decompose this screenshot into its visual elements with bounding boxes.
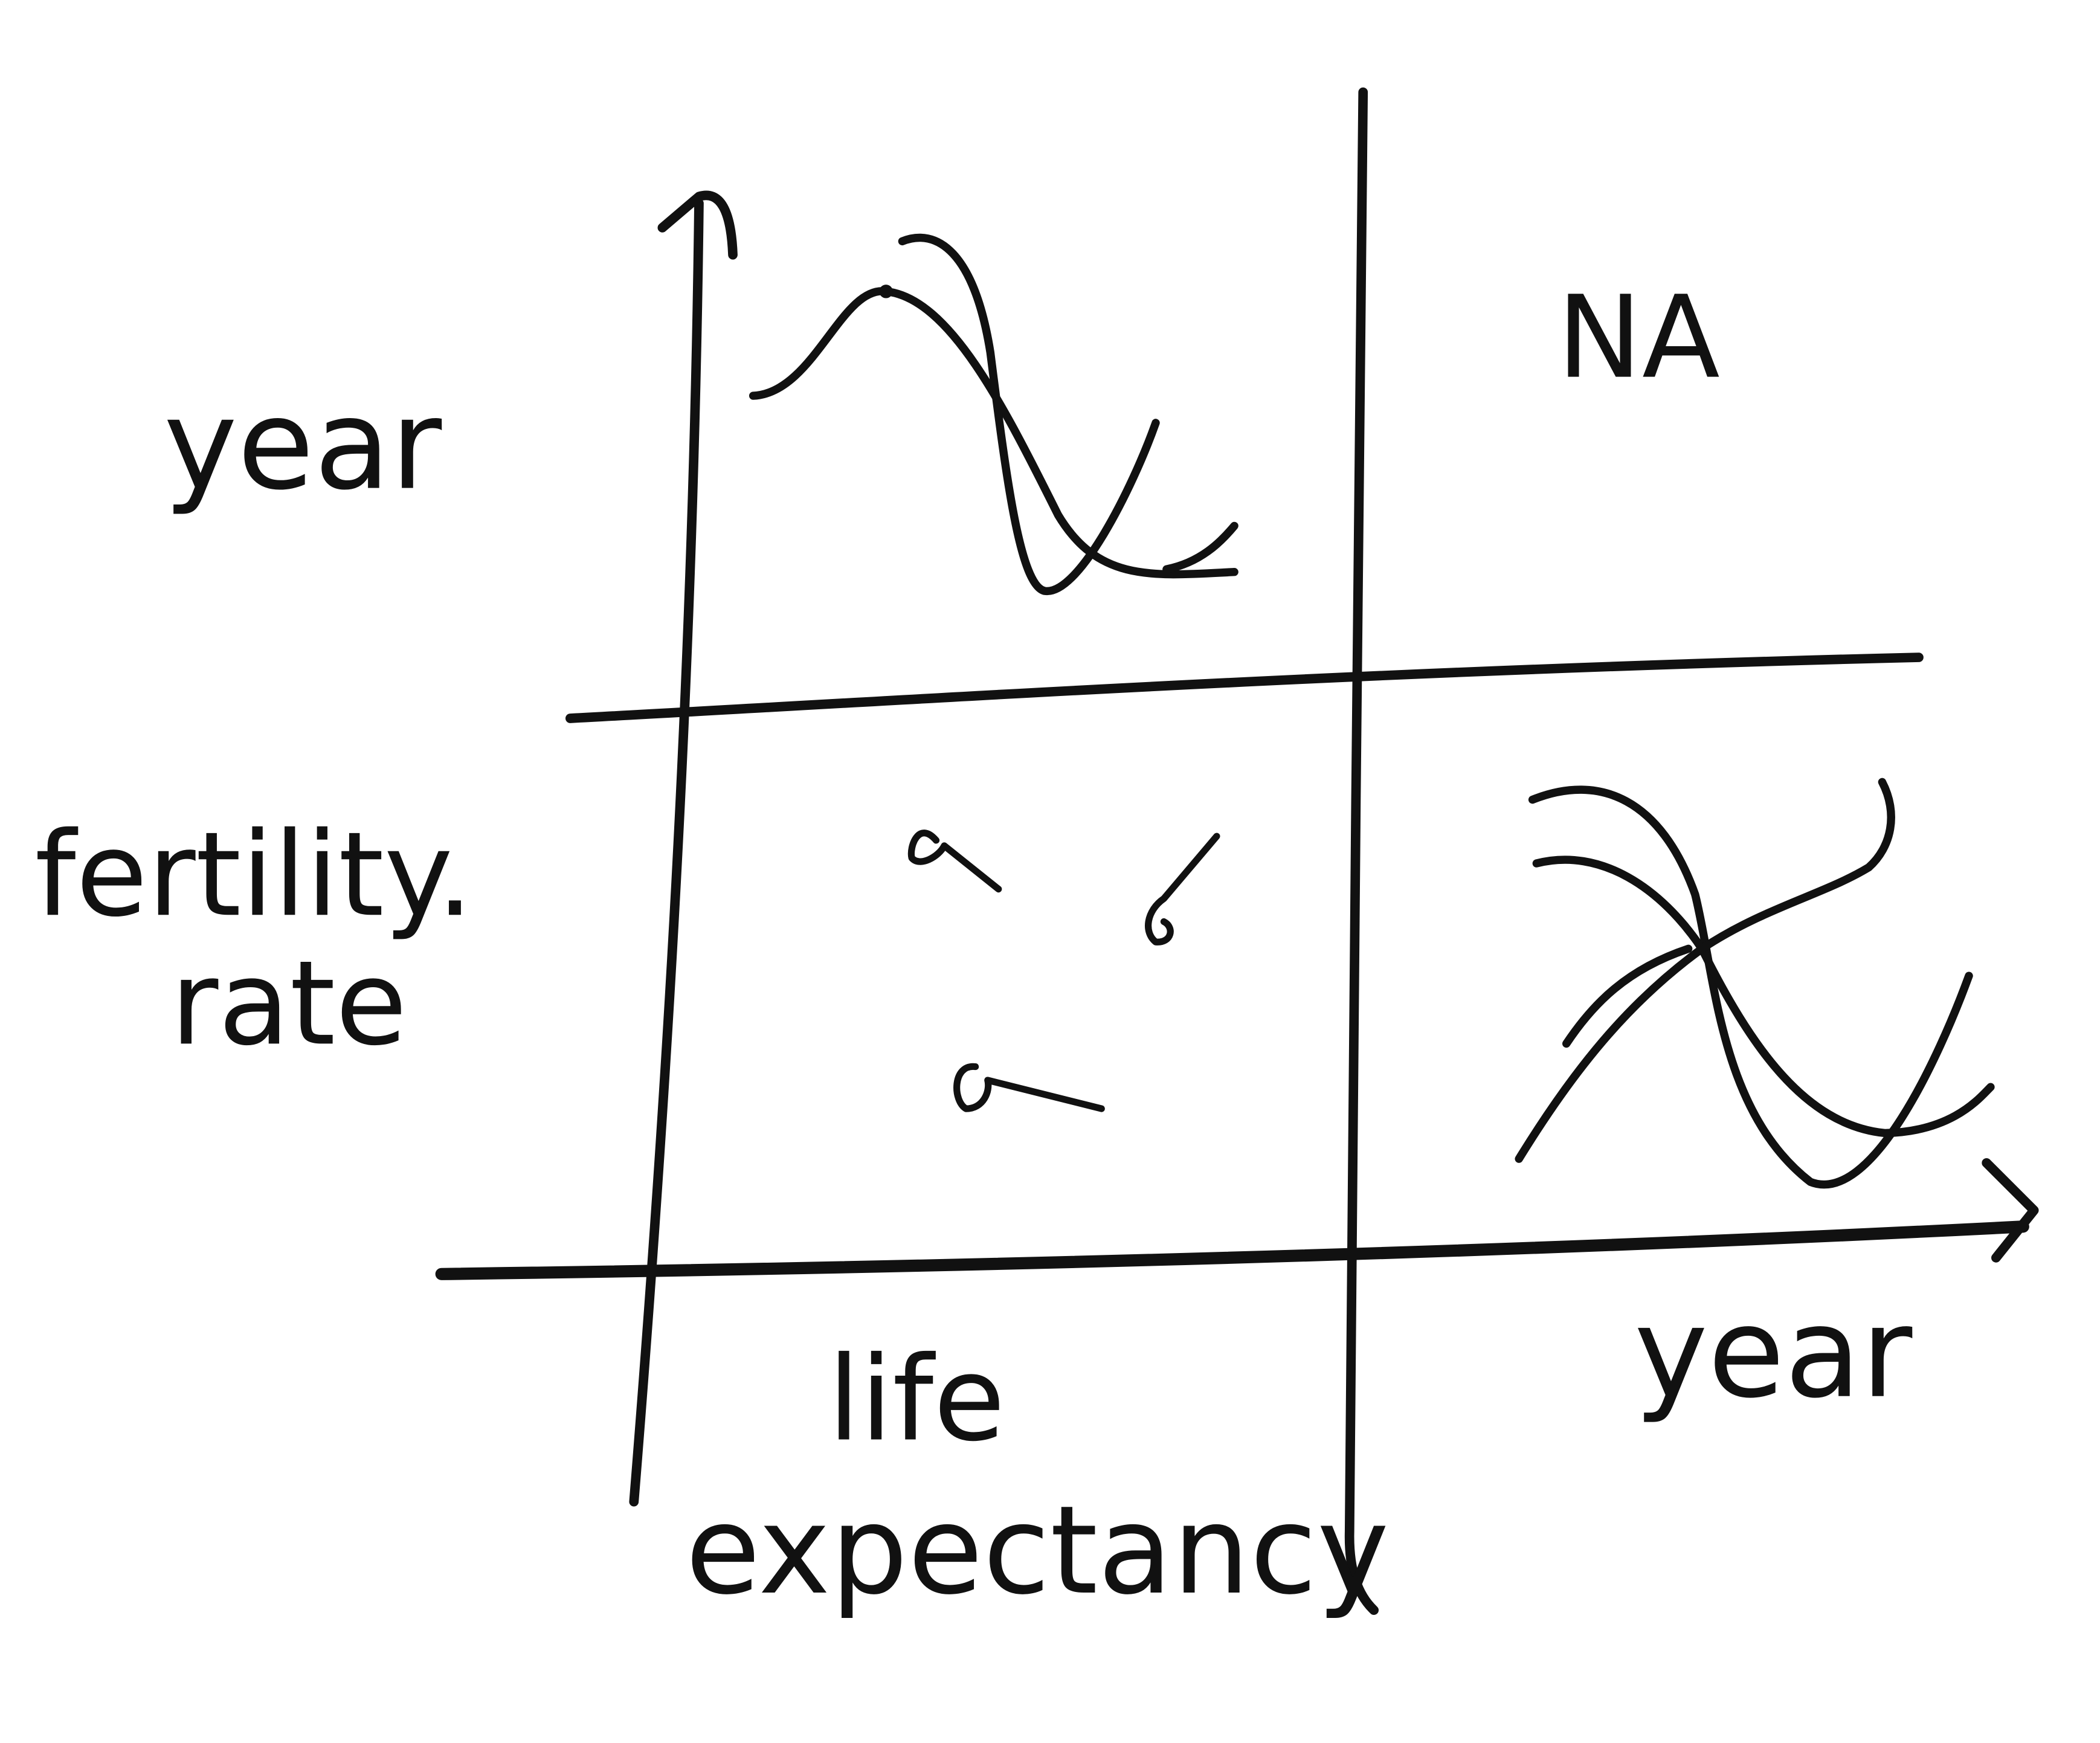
curve-rising-1 (1515, 778, 1895, 1163)
curve-peak-dot (879, 285, 893, 298)
middle-horizontal-line (565, 652, 1924, 723)
grid (435, 87, 2039, 1615)
bottom-right-cell-curves (1515, 778, 1995, 1189)
col-label-year: year (1634, 1280, 1913, 1426)
scatter-point-2 (1145, 833, 1220, 946)
row-label-fertility: fertility. (35, 807, 474, 942)
row-label-year: year (164, 372, 442, 518)
curve-tail-hook (1162, 521, 1238, 573)
x-axis-arrowhead (1982, 1158, 2039, 1263)
scatter-point-3 (953, 1063, 1105, 1112)
col-label-expectancy: expectancy (686, 1480, 1390, 1622)
bottom-left-cell-points (907, 830, 1220, 1112)
curve-falling-1 (1528, 785, 1973, 1189)
top-left-cell-curves (749, 233, 1238, 595)
y-axis-arrowhead (657, 190, 738, 260)
cell-label-na: NA (1557, 272, 1720, 404)
curve-falling-2 (1532, 855, 1995, 1138)
bottom-horizontal-axis (435, 1220, 2029, 1280)
labels: year fertility. rate NA life expectancy … (35, 272, 1913, 1622)
curve-steep (898, 233, 1160, 595)
scatter-point-1 (907, 830, 1002, 893)
middle-vertical-line (1344, 87, 1379, 1615)
curve-rising-2 (1562, 944, 1693, 1048)
col-label-life: life (828, 1331, 1005, 1467)
left-vertical-axis (629, 198, 704, 1507)
row-label-rate: rate (170, 935, 407, 1071)
curve-sine (749, 287, 1238, 579)
